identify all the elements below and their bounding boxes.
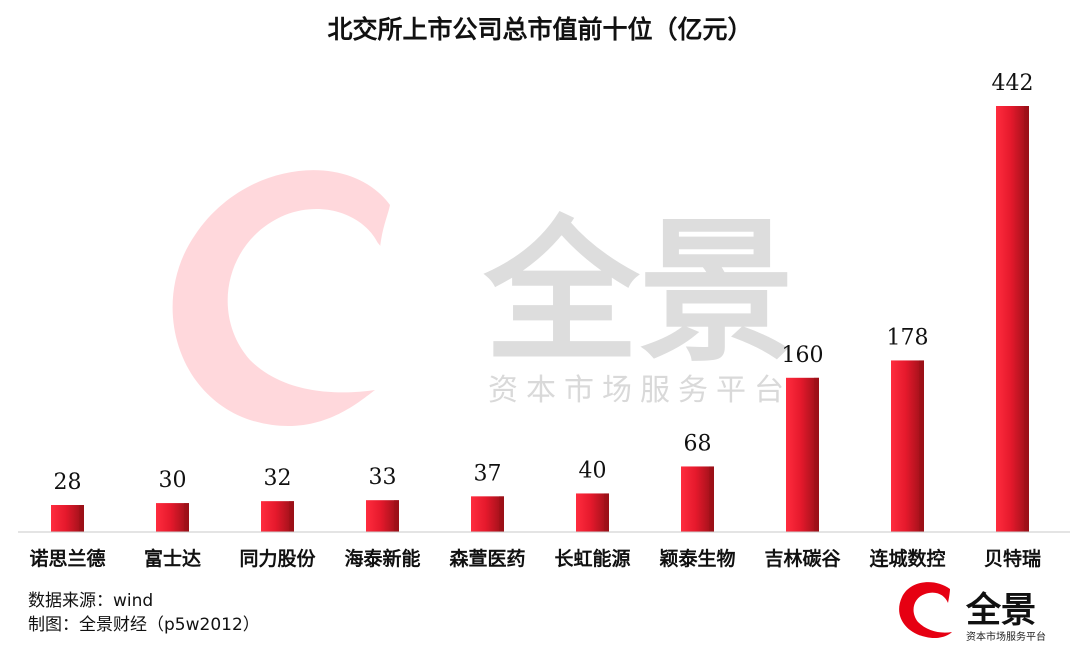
category-label-5: 森萱医药	[449, 547, 525, 570]
category-label-8: 吉林碳谷	[764, 547, 841, 570]
bar-10	[996, 106, 1029, 532]
value-label-6: 40	[579, 458, 607, 483]
value-label-10: 442	[992, 71, 1034, 96]
category-label-9: 连城数控	[869, 547, 945, 570]
brand-logo-tagline: 资本市场服务平台	[966, 630, 1046, 643]
watermark-brand: 全景	[483, 202, 794, 383]
value-label-2: 30	[159, 468, 187, 493]
category-label-4: 海泰新能	[344, 547, 420, 570]
bar-shade-9	[919, 360, 924, 532]
bar-4	[366, 500, 399, 532]
value-label-4: 33	[369, 465, 397, 490]
category-label-6: 长虹能源	[554, 547, 630, 570]
value-label-5: 37	[474, 461, 502, 486]
brand-logo-name: 全景	[965, 590, 1036, 631]
bar-5	[471, 496, 504, 532]
category-label-2: 富士达	[144, 547, 201, 570]
bar-shade-6	[604, 493, 609, 532]
bar-1	[51, 505, 84, 532]
watermark-logo-inner-curl	[303, 225, 382, 269]
chart-title: 北交所上市公司总市值前十位（亿元）	[327, 15, 752, 44]
category-label-10: 贝特瑞	[984, 547, 1041, 570]
watermark: 全景 资本市场服务平台	[172, 170, 794, 427]
bar-shade-8	[814, 377, 819, 532]
data-source-text: 数据来源：wind	[28, 591, 153, 611]
value-labels-layer: 28 30 32 33 37 40 68 160 178 442	[54, 71, 1034, 495]
bar-shade-7	[709, 466, 714, 532]
value-label-9: 178	[887, 325, 929, 350]
bar-shade-5	[499, 496, 504, 532]
bar-shade-2	[184, 503, 189, 532]
bar-shade-10	[1024, 106, 1029, 532]
bar-shade-3	[289, 501, 294, 532]
brand-logo-icon	[899, 582, 952, 639]
bar-6	[576, 493, 609, 532]
bar-3	[261, 501, 294, 532]
bar-shade-4	[394, 500, 399, 532]
value-label-3: 32	[264, 466, 292, 491]
bar-7	[681, 466, 714, 532]
brand-logo: 全景 资本市场服务平台	[899, 582, 1046, 643]
watermark-logo-swirl	[172, 170, 390, 427]
category-label-1: 诺思兰德	[29, 547, 105, 570]
category-labels-layer: 诺思兰德 富士达 同力股份 海泰新能 森萱医药 长虹能源 颖泰生物 吉林碳谷 连城数控 贝特瑞	[29, 547, 1041, 570]
bar-8	[786, 377, 819, 532]
value-label-8: 160	[782, 343, 824, 368]
category-label-7: 颖泰生物	[659, 547, 735, 570]
chart-credit-text: 制图：全景财经（p5w2012）	[28, 615, 260, 635]
watermark-tagline: 资本市场服务平台	[488, 373, 792, 408]
bar-9	[891, 360, 924, 532]
bars-layer	[51, 106, 1029, 532]
category-label-3: 同力股份	[239, 547, 316, 570]
value-label-1: 28	[54, 470, 82, 495]
bar-2	[156, 503, 189, 532]
brand-logo-curl	[926, 597, 948, 609]
bar-shade-1	[79, 505, 84, 532]
value-label-7: 68	[684, 431, 712, 456]
